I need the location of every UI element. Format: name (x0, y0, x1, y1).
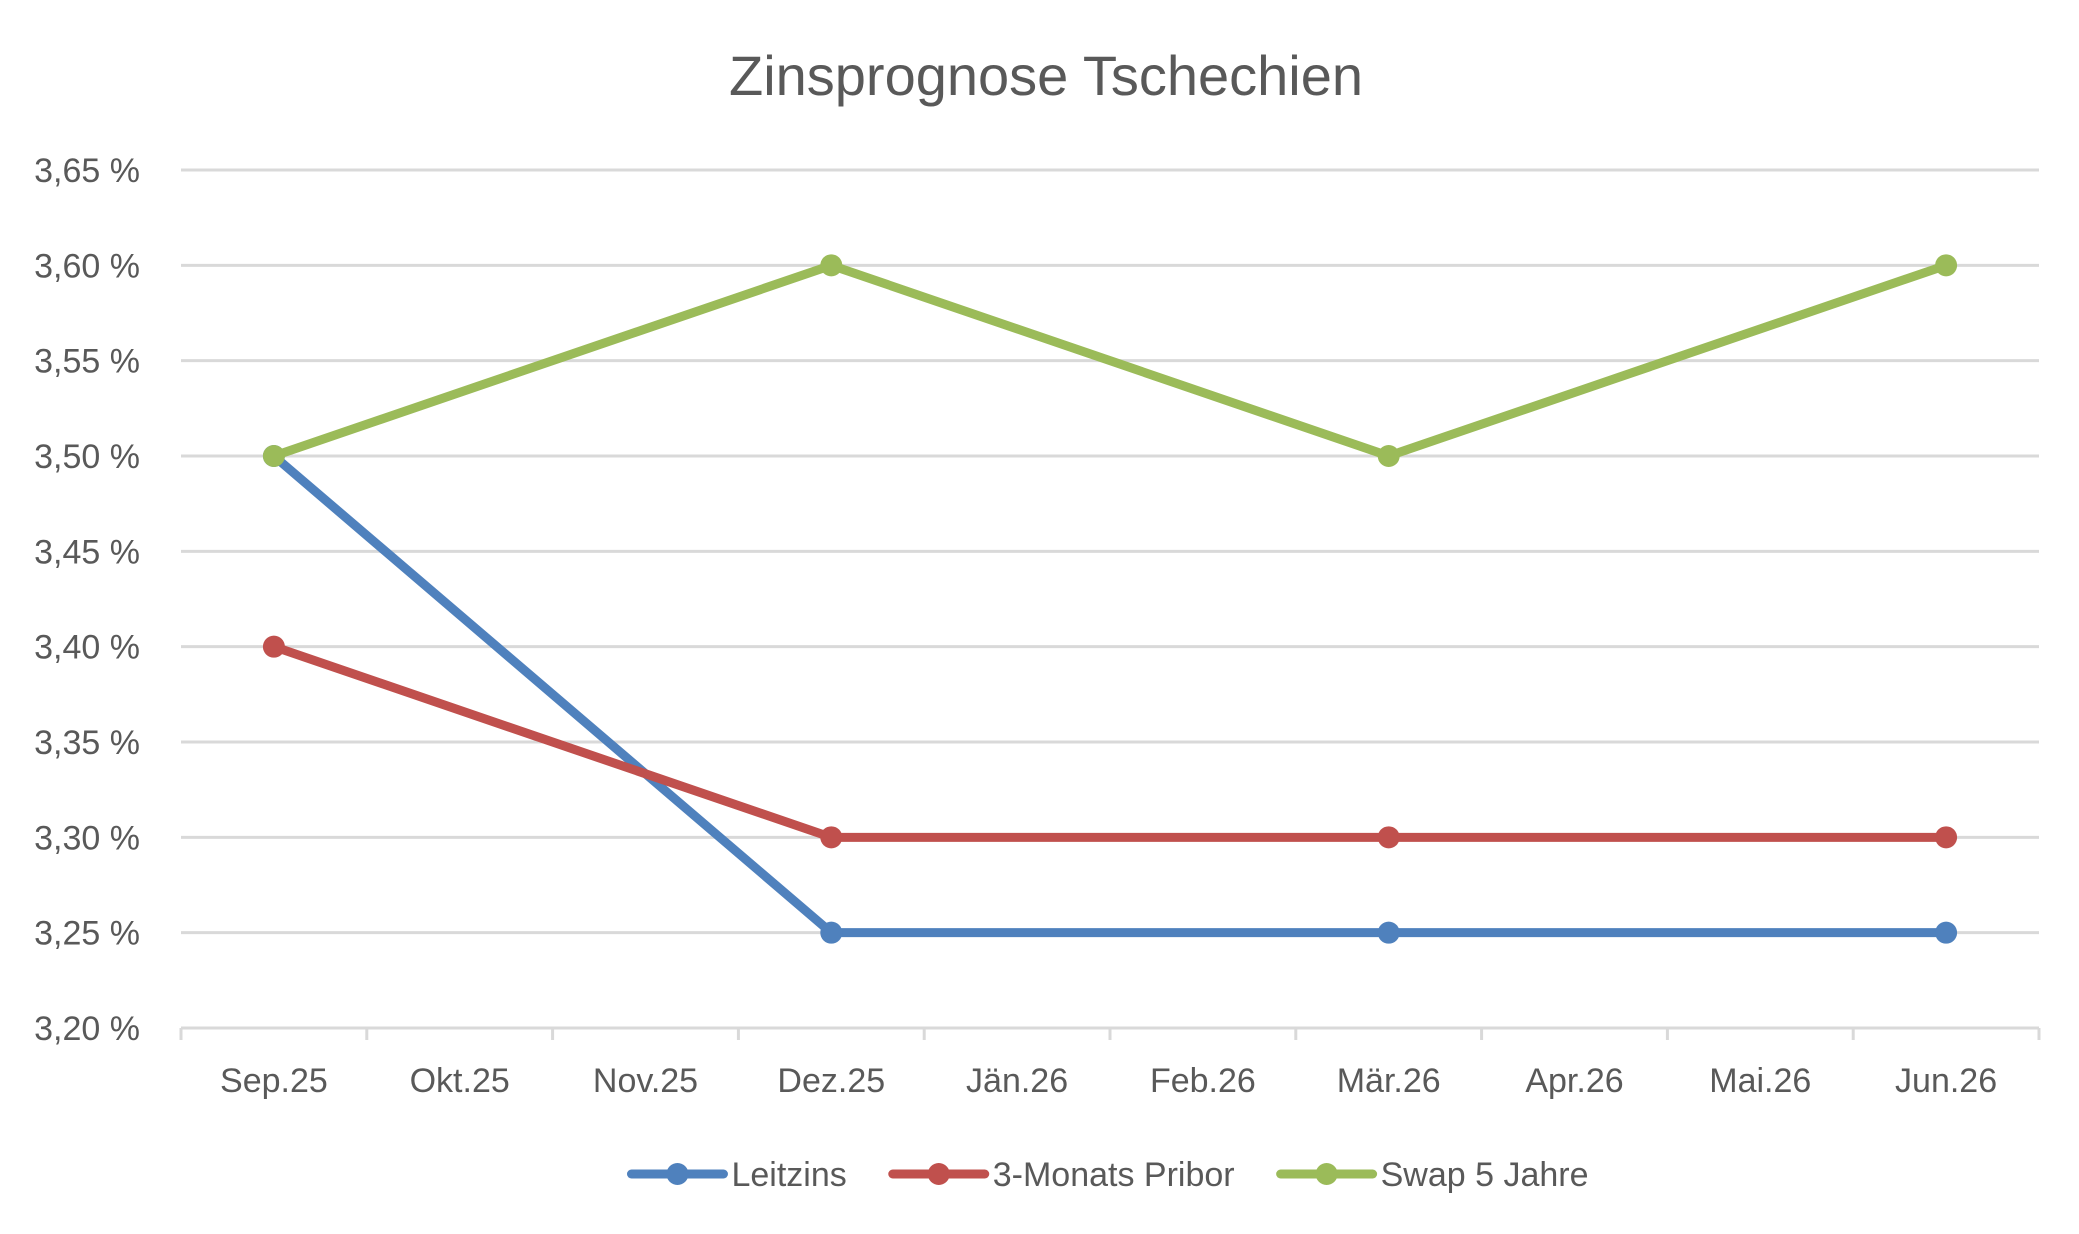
data-point-leitzins (820, 921, 843, 944)
data-point-swap-5-jahre (1377, 445, 1400, 467)
legend-label: Swap 5 Jahre (1381, 1156, 1589, 1194)
legend: Leitzins 3-Monats Pribor Swap 5 Jahre (626, 1156, 1589, 1194)
x-tick-label: Dez.25 (777, 1062, 885, 1100)
y-tick-label: 3,65 % (34, 152, 140, 190)
legend-item-leitzins: Leitzins (626, 1156, 847, 1194)
y-tick-label: 3,30 % (34, 819, 140, 857)
y-tick-label: 3,20 % (34, 1010, 140, 1048)
x-tick-label: Feb.26 (1150, 1062, 1256, 1100)
series-line-3-monats-pribor (269, 642, 1951, 842)
data-point-3-monats-pribor (1377, 826, 1400, 849)
y-tick-label: 3,55 % (34, 343, 140, 381)
x-tick-label: Jun.26 (1895, 1062, 1997, 1100)
y-tick-label: 3,25 % (34, 915, 140, 953)
data-point-swap-5-jahre (820, 254, 843, 277)
data-point-swap-5-jahre (1935, 254, 1958, 277)
y-tick-label: 3,40 % (34, 629, 140, 667)
x-tick-label: Apr.26 (1525, 1062, 1623, 1100)
y-tick-label: 3,60 % (34, 247, 140, 285)
x-tick-label: Okt.25 (410, 1062, 510, 1100)
x-tick-label: Mai.26 (1709, 1062, 1811, 1100)
data-point-3-monats-pribor (820, 826, 843, 849)
data-point-3-monats-pribor (262, 635, 285, 658)
data-point-swap-5-jahre (262, 445, 285, 467)
x-tick-label: Nov.25 (593, 1062, 698, 1100)
legend-label: Leitzins (731, 1156, 846, 1194)
y-tick-label: 3,50 % (34, 438, 140, 476)
legend-marker-3-monats-pribor (927, 1163, 950, 1185)
legend-label: 3-Monats Pribor (993, 1156, 1235, 1194)
data-point-3-monats-pribor (1935, 826, 1958, 849)
series-line-swap-5-jahre (269, 260, 1951, 461)
x-axis-tick-labels: Sep.25 Okt.25 Nov.25 Dez.25 Jän.26 Feb.26 Mär.… (220, 1062, 1997, 1100)
data-point-leitzins (1377, 921, 1400, 944)
series-lines (262, 254, 1958, 944)
chart-title: Zinsprognose Tschechien (729, 44, 1363, 107)
legend-item-swap-5-jahre: Swap 5 Jahre (1276, 1156, 1589, 1194)
legend-marker-swap-5-jahre (1315, 1163, 1338, 1185)
y-axis-tick-labels: 3,20 % 3,25 % 3,30 % 3,35 % 3,40 % 3,45 % 3,50… (34, 152, 140, 1048)
y-tick-label: 3,35 % (34, 724, 140, 762)
legend-item-3-monats-pribor: 3-Monats Pribor (888, 1156, 1235, 1194)
y-tick-label: 3,45 % (34, 533, 140, 571)
x-axis (179, 1026, 2041, 1040)
series-line-leitzins (269, 451, 1951, 938)
gridlines (181, 168, 2039, 935)
data-point-leitzins (1935, 921, 1958, 944)
x-tick-label: Mär.26 (1337, 1062, 1441, 1100)
x-tick-label: Jän.26 (966, 1062, 1068, 1100)
x-tick-label: Sep.25 (220, 1062, 328, 1100)
legend-marker-leitzins (666, 1163, 689, 1185)
